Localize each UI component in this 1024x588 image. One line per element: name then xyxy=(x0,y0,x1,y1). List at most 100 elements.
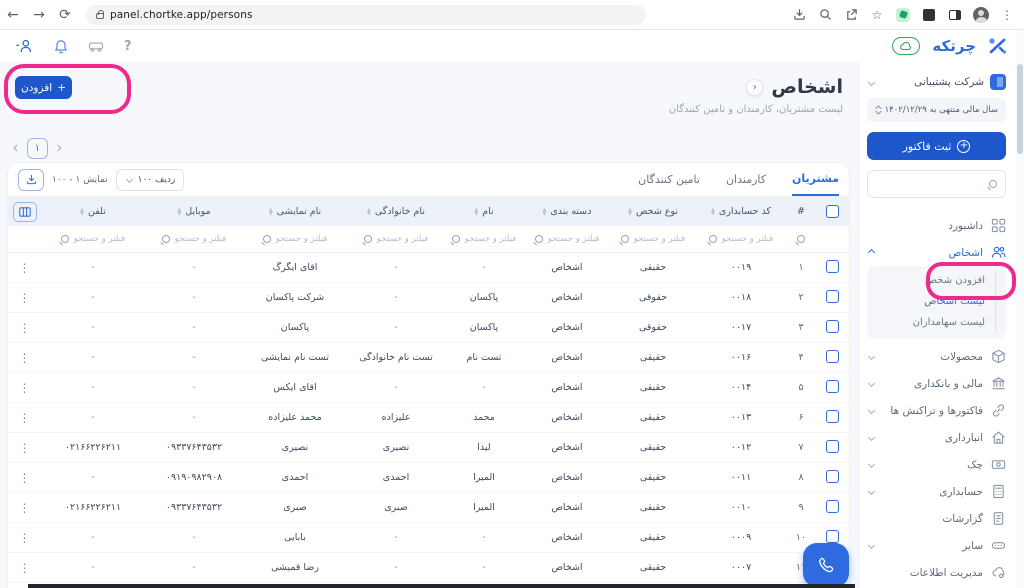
col-header-name[interactable]: نام ▲ ▼ xyxy=(474,206,494,217)
sidebar-item-data-management[interactable]: مدیریت اطلاعات xyxy=(867,559,1006,586)
filter-family[interactable]: فیلتر و جستجو xyxy=(347,234,445,244)
row-menu-button[interactable]: ⋮ xyxy=(18,290,31,305)
col-header-category[interactable]: دسته بندی ▲ ▼ xyxy=(542,206,592,217)
filter-name[interactable]: فیلتر و جستجو xyxy=(445,234,523,244)
row-menu-button[interactable]: ⋮ xyxy=(18,410,31,425)
scrollbar-thumb[interactable] xyxy=(1017,64,1023,154)
col-header-family[interactable]: نام خانوادگی ▲ ▼ xyxy=(367,206,425,217)
install-icon[interactable] xyxy=(788,4,810,26)
table-row[interactable]: ۱۰ ۰۰۰۹ حقیقی اشخاص - - بابایی - - ⋮ xyxy=(8,523,849,553)
sidebar-item-invoices[interactable]: فاکتورها و تراکنش ها xyxy=(867,397,1006,424)
collapse-toggle-icon[interactable]: ‹ xyxy=(746,78,764,96)
user-menu-icon[interactable] xyxy=(14,38,34,54)
submenu-item-add-person[interactable]: افزودن شخص xyxy=(873,270,996,291)
row-menu-button[interactable]: ⋮ xyxy=(18,530,31,545)
rows-per-page-select[interactable]: ردیف ۱۰۰ xyxy=(115,168,185,191)
cloud-status-icon[interactable] xyxy=(892,37,921,55)
sidebar-item-reports[interactable]: گزارشات xyxy=(867,505,1006,532)
row-checkbox[interactable] xyxy=(825,289,839,303)
row-checkbox[interactable] xyxy=(825,319,839,333)
zoom-icon[interactable] xyxy=(814,4,836,26)
prev-page-icon[interactable]: ‹ xyxy=(12,138,19,158)
col-header-index[interactable]: # xyxy=(797,206,805,217)
forward-icon[interactable]: → xyxy=(33,6,45,23)
row-menu-button[interactable]: ⋮ xyxy=(18,350,31,365)
filter-index[interactable] xyxy=(787,235,815,243)
filter-mobile[interactable]: فیلتر و جستجو xyxy=(145,234,243,244)
row-checkbox[interactable] xyxy=(825,469,839,483)
share-icon[interactable] xyxy=(840,4,862,26)
row-menu-button[interactable]: ⋮ xyxy=(18,440,31,455)
sidebar-item-other[interactable]: سایر xyxy=(867,532,1006,559)
filter-phone[interactable]: فیلتر و جستجو xyxy=(41,234,145,244)
sidebar-item-dashboard[interactable]: داشبورد xyxy=(867,212,1006,239)
row-menu-button[interactable]: ⋮ xyxy=(18,320,31,335)
page-number[interactable]: ۱ xyxy=(26,138,48,159)
company-selector[interactable]: شرکت پشتیبانی xyxy=(867,70,1006,98)
side-panel-icon[interactable] xyxy=(944,4,966,26)
address-bar[interactable]: panel.chortke.app/persons xyxy=(86,4,646,25)
support-icon[interactable] xyxy=(88,40,104,53)
col-header-display[interactable]: نام نمایشی ▲ ▼ xyxy=(268,206,322,217)
table-row[interactable]: ۱۱ ۰۰۰۷ حقیقی اشخاص - - رضا قمیشی - - ⋮ xyxy=(8,553,849,583)
tab-employees[interactable]: کارمندان xyxy=(725,173,766,186)
table-row[interactable]: ۲ ۰۰۱۸ حقوقی اشخاص پاکسان - شرکت پاکسان … xyxy=(8,283,849,313)
submenu-item-persons-list[interactable]: لیست اشخاص xyxy=(873,291,996,312)
table-row[interactable]: ۸ ۰۰۱۱ حقیقی اشخاص المیرا احمدی احمدی ۰۹… xyxy=(8,463,849,493)
bookmark-star-icon[interactable]: ☆ xyxy=(871,7,883,22)
row-checkbox[interactable] xyxy=(825,409,839,423)
table-row[interactable]: ۹ ۰۰۱۰ حقیقی اشخاص المیرا صبری صبری ۰۹۳۳… xyxy=(8,493,849,523)
filter-category[interactable]: فیلتر و جستجو xyxy=(523,234,611,244)
filter-display[interactable]: فیلتر و جستجو xyxy=(243,234,347,244)
sidebar-item-cheque[interactable]: چک xyxy=(867,451,1006,478)
row-checkbox[interactable] xyxy=(825,529,839,543)
col-header-mobile[interactable]: موبایل ▲ ▼ xyxy=(177,206,211,217)
notifications-bell-icon[interactable] xyxy=(54,39,68,54)
sidebar-item-persons[interactable]: اشخاص xyxy=(867,239,1006,266)
table-row[interactable]: ۷ ۰۰۱۲ حقیقی اشخاص لیدا نصیری نصیری ۰۹۳۳… xyxy=(8,433,849,463)
table-row[interactable]: ۳ ۰۰۱۷ حقوقی اشخاص پاکسان - پاکسان - - ⋮ xyxy=(8,313,849,343)
row-menu-button[interactable]: ⋮ xyxy=(18,560,31,575)
row-menu-button[interactable]: ⋮ xyxy=(18,260,31,275)
sidebar-item-accounting[interactable]: حسابداری xyxy=(867,478,1006,505)
filter-code[interactable]: فیلتر و جستجو xyxy=(695,234,787,244)
tab-customers[interactable]: مشتریان xyxy=(792,163,839,196)
tab-suppliers[interactable]: تامین کنندگان xyxy=(638,173,700,186)
row-checkbox[interactable] xyxy=(825,439,839,453)
table-row[interactable]: ۱ ۰۰۱۹ حقیقی اشخاص - - اقای ایگرگ - - ⋮ xyxy=(8,253,849,283)
row-menu-button[interactable]: ⋮ xyxy=(18,500,31,515)
reload-icon[interactable]: ⟳ xyxy=(59,6,71,23)
extensions-puzzle-icon[interactable] xyxy=(918,4,940,26)
sidebar-item-warehouse[interactable]: انبارداری xyxy=(867,424,1006,451)
back-icon[interactable]: ← xyxy=(7,6,19,23)
add-person-button[interactable]: + افزودن xyxy=(15,76,72,99)
browser-menu-icon[interactable]: ⋮ xyxy=(1001,7,1013,22)
next-page-icon[interactable]: › xyxy=(55,138,63,158)
col-header-type[interactable]: نوع شخص ▲ ▼ xyxy=(628,206,678,217)
extension-badge-icon[interactable] xyxy=(892,4,914,26)
row-checkbox[interactable] xyxy=(825,499,839,513)
table-row[interactable]: ۶ ۰۰۱۳ حقیقی اشخاص محمد علیزاده محمد علی… xyxy=(8,403,849,433)
submenu-item-shareholders-list[interactable]: لیست سهامداران xyxy=(873,312,996,333)
fiscal-year-selector[interactable]: سال مالی منتهی به ۱۴۰۲/۱۲/۲۹ xyxy=(867,98,1006,122)
col-header-phone[interactable]: تلفن ▲ ▼ xyxy=(80,206,106,217)
table-row[interactable]: ۵ ۰۰۱۴ حقیقی اشخاص - - اقای ایکس - - ⋮ xyxy=(8,373,849,403)
select-all-checkbox[interactable] xyxy=(825,205,839,218)
create-invoice-button[interactable]: + ثبت فاکتور xyxy=(867,132,1006,160)
sidebar-item-products[interactable]: محصولات xyxy=(867,343,1006,370)
row-menu-button[interactable]: ⋮ xyxy=(18,470,31,485)
row-menu-button[interactable]: ⋮ xyxy=(18,380,31,395)
table-row[interactable]: ۴ ۰۰۱۶ حقیقی اشخاص تست نام تست نام خانوا… xyxy=(8,343,849,373)
scrollbar[interactable] xyxy=(1016,30,1024,588)
col-header-code[interactable]: کد حسابداری ▲ ▼ xyxy=(711,206,771,217)
sidebar-search-input[interactable] xyxy=(867,170,1006,198)
row-checkbox[interactable] xyxy=(825,379,839,393)
row-checkbox[interactable] xyxy=(825,349,839,363)
phone-support-button[interactable] xyxy=(803,543,849,587)
row-checkbox[interactable] xyxy=(825,259,839,273)
filter-type[interactable]: فیلتر و جستجو xyxy=(611,234,695,244)
column-settings-button[interactable] xyxy=(12,201,37,222)
download-button[interactable] xyxy=(18,168,44,191)
help-icon[interactable]: ? xyxy=(124,38,132,54)
sidebar-item-finance[interactable]: مالی و بانکداری xyxy=(867,370,1006,397)
